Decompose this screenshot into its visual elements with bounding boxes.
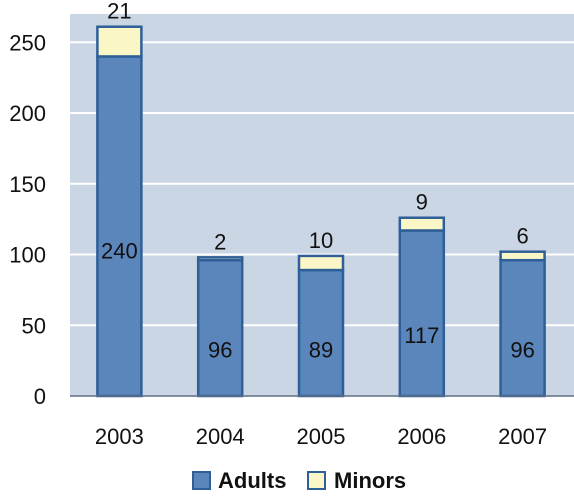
data-label-adults-2003: 240 (101, 238, 138, 263)
x-tick-label-2005: 2005 (297, 424, 346, 449)
x-tick-label-2007: 2007 (498, 424, 547, 449)
data-label-minors-2004: 2 (214, 229, 226, 254)
data-label-adults-2004: 96 (208, 337, 232, 362)
bar-minors-2005 (297, 254, 345, 272)
bar-adults-2006 (398, 229, 446, 398)
data-label-adults-2006: 117 (404, 323, 439, 348)
bar-minors-2003 (96, 25, 143, 58)
x-tick-label-2006: 2006 (397, 424, 446, 449)
y-tick-label-50: 50 (22, 313, 46, 338)
bar-adults-2005 (297, 268, 345, 398)
legend: Adults Minors (192, 468, 406, 493)
grid-layer (70, 41, 574, 327)
y-tick-label-250: 250 (9, 30, 46, 55)
bar-adults-2003 (96, 55, 143, 398)
label-layer: 0501001502002502402120039622004891020051… (9, 0, 547, 449)
bar-layer (96, 25, 546, 398)
legend-swatch-minors (307, 471, 326, 490)
data-label-minors-2005: 10 (309, 228, 333, 253)
y-tick-label-100: 100 (9, 243, 46, 268)
bar-adults-2004 (196, 258, 244, 398)
y-tick-label-200: 200 (9, 101, 46, 126)
data-label-minors-2003: 21 (107, 0, 131, 24)
legend-label-adults: Adults (218, 468, 286, 493)
y-tick-label-150: 150 (9, 172, 46, 197)
data-label-adults-2007: 96 (510, 337, 534, 362)
bar-minors-2007 (499, 250, 546, 262)
bar-minors-2004 (196, 256, 244, 262)
data-label-adults-2005: 89 (309, 337, 333, 362)
x-tick-label-2004: 2004 (196, 424, 245, 449)
data-label-minors-2007: 6 (516, 224, 528, 249)
bar-minors-2006 (398, 216, 446, 232)
legend-swatch-adults (192, 471, 211, 490)
legend-label-minors: Minors (334, 468, 406, 493)
data-label-minors-2006: 9 (416, 190, 428, 215)
y-tick-label-0: 0 (34, 384, 46, 409)
x-tick-label-2003: 2003 (95, 424, 144, 449)
bar-adults-2007 (499, 258, 546, 398)
